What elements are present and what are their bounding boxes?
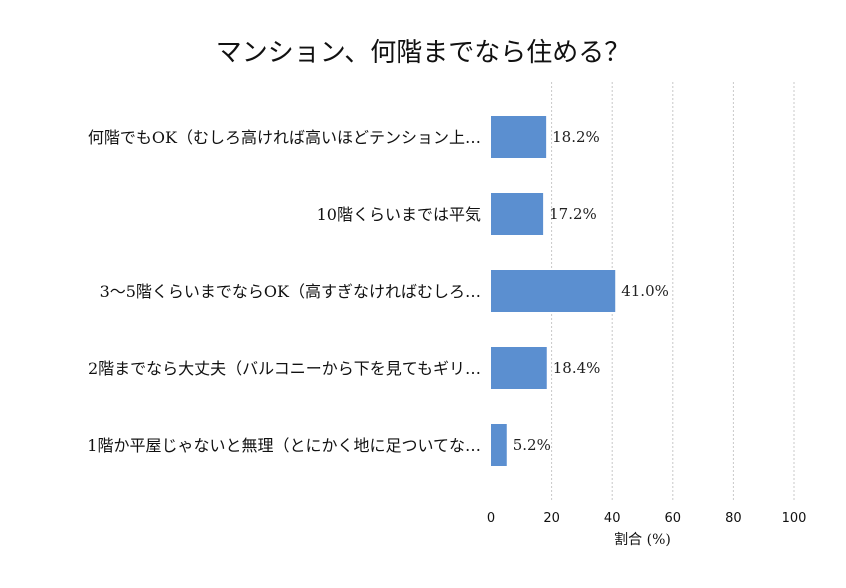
category-label: 3〜5階くらいまでならOK（高すぎなければむしろ…	[100, 282, 481, 301]
data-label: 18.2%	[552, 128, 600, 146]
bar	[491, 270, 616, 312]
x-tick-label: 80	[725, 511, 742, 526]
category-label: 何階でもOK（むしろ高ければ高いほどテンション上…	[88, 128, 481, 147]
x-tick-label: 0	[487, 511, 495, 526]
category-label: 1階か平屋じゃないと無理（とにかく地に足ついてな…	[87, 436, 481, 455]
bar-layer	[491, 116, 616, 466]
data-label: 5.2%	[513, 436, 551, 454]
x-axis-label: 割合 (%)	[614, 531, 671, 548]
category-label: 10階くらいまでは平気	[317, 205, 481, 224]
x-tick-label: 60	[665, 511, 682, 526]
x-tick-label: 20	[543, 511, 560, 526]
bar	[491, 347, 547, 389]
category-label: 2階までなら大丈夫（バルコニーから下を見てもギリ…	[88, 359, 481, 378]
bar	[491, 116, 547, 158]
x-tick-label: 40	[604, 511, 621, 526]
bar	[491, 193, 544, 235]
data-label: 17.2%	[549, 205, 597, 223]
bar	[491, 424, 507, 466]
data-label: 41.0%	[621, 282, 669, 300]
label-layer: 0 20 40 60 80 100 何階でもOK（むしろ高ければ高いほどテンション上… 18.…	[87, 128, 806, 526]
data-label: 18.4%	[553, 359, 601, 377]
chart-title: マンション、何階までなら住める？	[215, 38, 631, 68]
x-tick-label: 100	[782, 511, 807, 526]
